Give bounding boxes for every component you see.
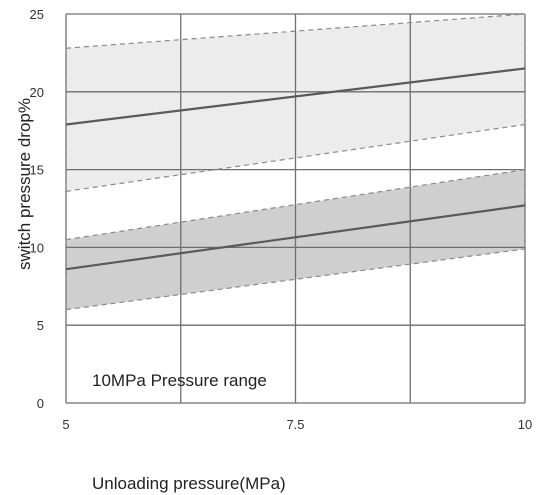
- x-axis-label: Unloading pressure(MPa): [92, 474, 286, 493]
- y-axis-label: switch pressure drop%: [15, 98, 34, 270]
- x-tick-label-1: 7.5: [286, 417, 304, 432]
- y-tick-label-3: 15: [30, 163, 44, 178]
- line-layer: [65, 13, 526, 311]
- range-annotation: 10MPa Pressure range: [92, 371, 267, 390]
- band-1-center-line: [65, 67, 526, 126]
- x-tick-label-0: 5: [62, 417, 69, 432]
- tick-layer: 0 5 10 15 20 25 5 7.5 10: [30, 7, 533, 432]
- grid-layer: [65, 13, 526, 404]
- band-1-upper-line: [65, 13, 526, 49]
- y-tick-label-0: 0: [37, 396, 44, 411]
- y-tick-label-5: 25: [30, 7, 44, 22]
- band-2-center-line: [65, 204, 526, 271]
- y-tick-label-1: 5: [37, 318, 44, 333]
- y-tick-label-2: 10: [30, 240, 44, 255]
- y-tick-label-4: 20: [30, 85, 44, 100]
- x-tick-label-2: 10: [518, 417, 532, 432]
